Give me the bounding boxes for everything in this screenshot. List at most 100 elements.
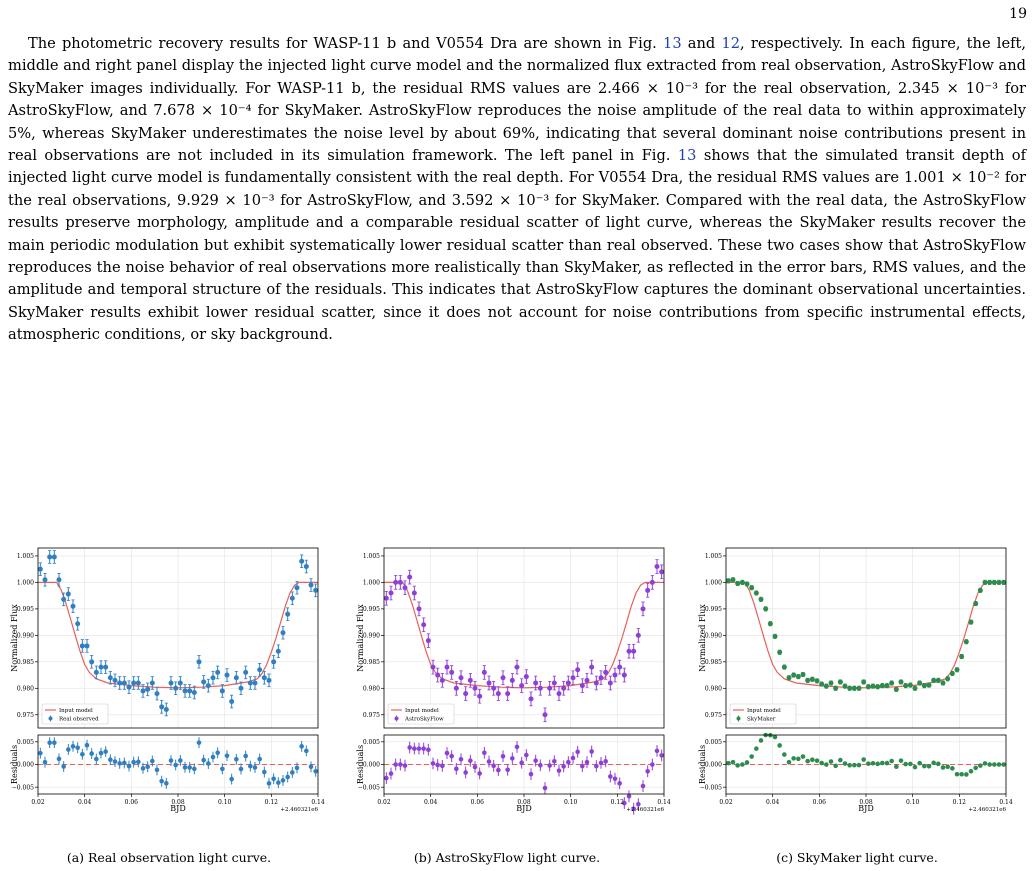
residual-point <box>266 781 272 786</box>
data-point <box>781 664 787 670</box>
residual-point <box>749 754 754 759</box>
data-point <box>940 680 946 686</box>
residual-point <box>524 752 529 758</box>
data-point <box>509 677 515 683</box>
y-tick-label-residual: 0.000 <box>17 762 34 769</box>
residual-point <box>968 769 974 774</box>
x-tick-label: 0.04 <box>424 799 438 806</box>
data-point <box>982 579 988 585</box>
data-point <box>607 680 613 686</box>
figure-ref-13-second[interactable]: 13 <box>677 147 697 165</box>
residual-point <box>56 756 62 762</box>
residual-point <box>304 748 309 754</box>
chart-real-observation: 0.975 0.980 0.985 0.990 0.995 1.000 1.005 −0.00… <box>10 547 325 813</box>
residual-point <box>561 764 566 769</box>
y-tick-label-residual: 0.005 <box>17 739 34 746</box>
residual-point <box>210 754 216 760</box>
residual-point <box>659 753 664 758</box>
data-point <box>949 670 955 676</box>
panel-astroskyflow: 0.975 0.980 0.985 0.990 0.995 1.000 1.005 −0.00… <box>354 543 676 828</box>
data-point <box>51 554 57 560</box>
residual-point <box>196 740 202 745</box>
data-point <box>795 674 801 680</box>
legend-box <box>41 703 109 725</box>
residual-point <box>117 761 122 766</box>
residual-point <box>987 762 992 767</box>
residual-point <box>435 762 440 768</box>
panel-skymaker: 0.975 0.980 0.985 0.990 0.995 1.000 1.005 −0.00… <box>696 543 1018 828</box>
residual-point <box>538 762 543 768</box>
y-tick-label-residual: 0.005 <box>363 739 380 746</box>
data-point <box>500 675 506 681</box>
residual-point <box>66 747 71 752</box>
data-point <box>749 585 755 591</box>
residual-point <box>982 761 988 766</box>
data-point <box>112 677 118 683</box>
data-point <box>579 683 585 689</box>
legend-data-label: AstroSkyFlow <box>404 717 444 723</box>
x-tick-label: 0.08 <box>517 799 531 806</box>
residual-point <box>645 769 650 774</box>
data-point <box>495 691 501 697</box>
residual-point <box>52 740 57 746</box>
data-point <box>626 648 632 654</box>
residual-point <box>70 744 76 749</box>
x-offset-label: +2.460321e6 <box>968 807 1006 813</box>
residual-point <box>922 763 927 769</box>
figure-13: 0.975 0.980 0.985 0.990 0.995 1.000 1.005 −0.00… <box>0 543 1035 865</box>
data-point <box>491 685 497 691</box>
data-point <box>570 675 576 681</box>
body-paragraph: The photometric recovery results for WAS… <box>8 33 1026 347</box>
y-tick-label: 0.980 <box>17 685 34 692</box>
residual-point <box>500 753 506 759</box>
x-axis-label: BJD <box>858 804 874 813</box>
residual-point <box>416 746 422 751</box>
legend-data-label: Real observed <box>59 717 99 723</box>
residual-point <box>636 801 641 807</box>
residual-point <box>398 762 403 767</box>
figure-ref-13[interactable]: 13 <box>663 35 682 52</box>
data-point <box>247 680 253 686</box>
panel-real-observation: 0.975 0.980 0.985 0.990 0.995 1.000 1.005 −0.00… <box>8 543 330 828</box>
data-point <box>991 579 997 585</box>
residual-point <box>84 742 90 748</box>
x-tick-label: 0.02 <box>31 799 45 806</box>
residual-point <box>594 763 599 769</box>
y-axis-label-residual: Residuals <box>698 745 707 784</box>
data-point <box>42 577 48 583</box>
y-tick-label: 0.990 <box>705 633 722 640</box>
data-point <box>551 680 557 686</box>
data-point <box>654 564 660 570</box>
data-point <box>407 574 413 580</box>
residual-point <box>430 761 436 766</box>
residual-point <box>908 761 913 767</box>
data-point <box>280 630 286 636</box>
residual-point <box>201 757 206 763</box>
data-point <box>435 672 441 678</box>
x-tick-label: 0.14 <box>311 799 325 806</box>
residual-point <box>880 760 885 766</box>
residual-point <box>852 762 857 768</box>
y-tick-label: 1.005 <box>705 553 722 560</box>
data-point <box>528 696 534 702</box>
residual-point <box>496 767 501 773</box>
residual-point <box>959 771 964 777</box>
residual-point <box>819 760 824 766</box>
residual-point <box>299 744 304 749</box>
residual-point <box>220 766 225 772</box>
residual-point <box>744 760 750 765</box>
data-point <box>842 683 848 689</box>
figure-ref-12[interactable]: 12 <box>721 35 741 52</box>
data-point <box>809 676 815 682</box>
data-point <box>996 579 1002 585</box>
residual-point <box>786 759 792 765</box>
y-axis-label: Normalized Flux <box>698 604 707 672</box>
data-point <box>397 579 403 585</box>
data-point <box>505 691 511 697</box>
residual-point <box>533 758 538 763</box>
residual-point <box>650 762 655 767</box>
residual-point <box>978 763 983 768</box>
data-point <box>75 621 81 627</box>
data-point <box>893 686 899 692</box>
paragraph-text-4: shows that the simulated transit depth o… <box>8 147 1026 344</box>
